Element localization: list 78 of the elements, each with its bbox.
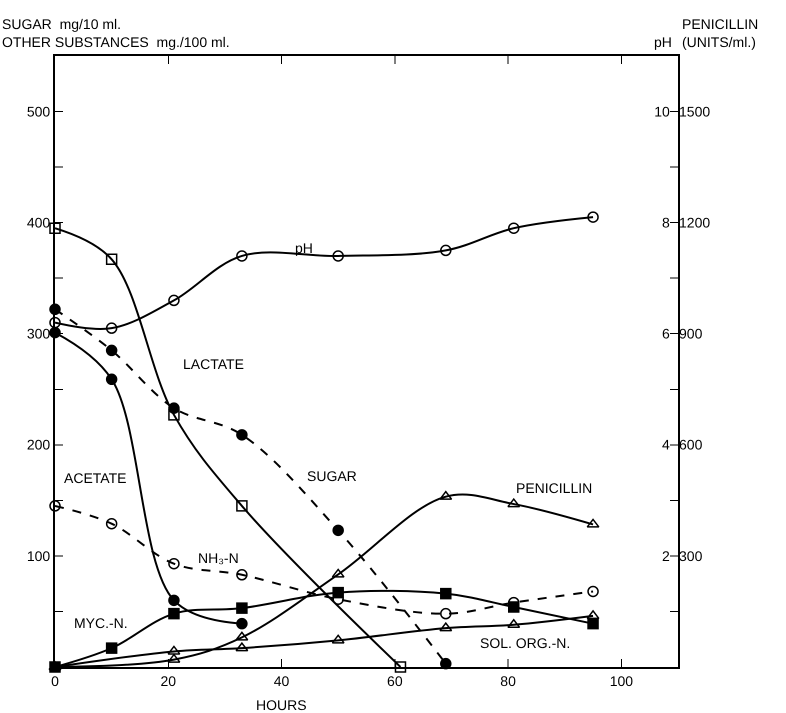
y2-tick-label: 10 [654,103,670,120]
point [167,646,180,655]
x-tick-label: 100 [610,672,634,689]
point [168,608,180,620]
series-label: NH₃-N [198,550,239,566]
x-tick-label: 40 [274,672,290,689]
point [332,586,344,598]
y3-tick-label: 900 [679,326,703,342]
y3-tick-label: 1200 [679,214,710,231]
series-label: SOL. ORG.-N. [480,635,570,651]
point [167,654,180,663]
point [440,608,452,620]
series-label: ACETATE [64,470,126,486]
point [168,558,180,570]
y2-tick-label: 8 [662,214,670,231]
y2-tick-label: 6 [662,326,670,342]
point [49,222,61,234]
series-label: MYC.-N. [74,615,128,631]
point [587,618,599,630]
point [508,222,520,234]
y3-tick-label: 1500 [679,103,710,120]
point [106,322,118,334]
y-tick-label: 500 [26,103,50,120]
point [106,254,118,266]
y3-axis-title: PENICILLIN (UNITS/ml.) [682,16,758,50]
point [439,622,452,632]
y-axis-title: SUGAR mg/10 ml. OTHER SUBSTANCES mg./100 ml. [2,16,230,50]
y-tick-label: 100 [26,548,50,564]
y-tick-label: 200 [26,436,50,453]
y2-tick-label: 4 [662,436,670,453]
point [106,518,118,530]
point [394,661,406,673]
point [586,610,600,620]
point [235,632,248,641]
series-label: SUGAR [307,468,357,484]
point [168,402,180,414]
point [236,569,248,581]
point [168,594,180,606]
point [236,429,248,441]
y2-axis-title: pH [654,34,672,50]
point [106,344,118,356]
point [440,588,452,600]
point [49,316,61,328]
x-axis-title: HOURS [256,697,307,713]
y3-tick-label: 300 [679,548,703,564]
series-label: PENICILLIN [516,480,592,496]
y3-tick-label: 600 [679,436,703,453]
point [168,294,180,306]
point [586,518,600,528]
point [332,250,344,262]
point [106,642,118,654]
point [587,211,599,223]
y-tick-label: 400 [26,214,50,231]
point [332,634,345,644]
point [507,619,520,628]
y2-tick-label: 2 [662,548,670,564]
point [168,409,180,421]
point [236,618,248,630]
point [332,568,345,578]
point [507,498,520,508]
point [236,602,248,614]
series-label: LACTATE [183,356,244,372]
y-tick-label: 300 [26,326,50,342]
point [236,500,248,512]
point [106,374,118,386]
x-tick-label: 80 [500,672,516,689]
x-tick-label: 20 [160,672,176,689]
point [332,524,344,536]
point [236,250,248,262]
point [49,500,61,512]
x-tick-label: 0 [51,672,60,689]
point [587,586,599,598]
point [235,642,248,652]
point [440,244,452,256]
series-label: pH [295,240,313,256]
x-tick-label: 60 [387,672,403,689]
point [439,490,452,500]
point [508,601,520,613]
